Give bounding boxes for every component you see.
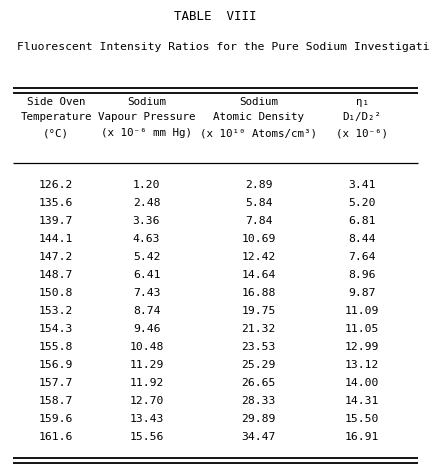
Text: 153.2: 153.2 [39,306,73,316]
Text: 34.47: 34.47 [241,432,275,442]
Text: 14.64: 14.64 [241,270,275,280]
Text: 12.42: 12.42 [241,252,275,262]
Text: 8.44: 8.44 [347,234,375,244]
Text: 16.88: 16.88 [241,288,275,298]
Text: (x 10⁻⁶ mm Hg): (x 10⁻⁶ mm Hg) [101,128,192,138]
Text: 135.6: 135.6 [39,198,73,208]
Text: 28.33: 28.33 [241,396,275,406]
Text: 13.43: 13.43 [129,414,163,424]
Text: 12.99: 12.99 [344,342,378,352]
Text: 10.48: 10.48 [129,342,163,352]
Text: (x 10¹⁰ Atoms/cm³): (x 10¹⁰ Atoms/cm³) [200,128,316,138]
Text: 155.8: 155.8 [39,342,73,352]
Text: 26.65: 26.65 [241,378,275,388]
Text: 5.84: 5.84 [244,198,272,208]
Text: 157.7: 157.7 [39,378,73,388]
Text: Atomic Density: Atomic Density [212,112,304,122]
Text: 16.91: 16.91 [344,432,378,442]
Text: Side Oven: Side Oven [27,97,85,107]
Text: 11.05: 11.05 [344,324,378,334]
Text: 4.63: 4.63 [132,234,160,244]
Text: Sodium: Sodium [127,97,166,107]
Text: 19.75: 19.75 [241,306,275,316]
Text: Sodium: Sodium [239,97,277,107]
Text: 12.70: 12.70 [129,396,163,406]
Text: (x 10⁻⁶): (x 10⁻⁶) [335,128,387,138]
Text: 6.81: 6.81 [347,216,375,226]
Text: 161.6: 161.6 [39,432,73,442]
Text: 8.96: 8.96 [347,270,375,280]
Text: 5.42: 5.42 [132,252,160,262]
Text: (°C): (°C) [43,128,69,138]
Text: 3.41: 3.41 [347,180,375,190]
Text: 9.46: 9.46 [132,324,160,334]
Text: 147.2: 147.2 [39,252,73,262]
Text: 139.7: 139.7 [39,216,73,226]
Text: 14.31: 14.31 [344,396,378,406]
Text: 5.20: 5.20 [347,198,375,208]
Text: 2.48: 2.48 [132,198,160,208]
Text: 2.89: 2.89 [244,180,272,190]
Text: 6.41: 6.41 [132,270,160,280]
Text: 11.92: 11.92 [129,378,163,388]
Text: Fluorescent Intensity Ratios for the Pure Sodium Investigation: Fluorescent Intensity Ratios for the Pur… [17,42,430,52]
Text: 21.32: 21.32 [241,324,275,334]
Text: 150.8: 150.8 [39,288,73,298]
Text: 156.9: 156.9 [39,360,73,370]
Text: 15.56: 15.56 [129,432,163,442]
Text: Vapour Pressure: Vapour Pressure [98,112,195,122]
Text: D₁/D₂²: D₁/D₂² [342,112,381,122]
Text: η₁: η₁ [355,97,368,107]
Text: TABLE  VIII: TABLE VIII [174,10,256,23]
Text: 159.6: 159.6 [39,414,73,424]
Text: 148.7: 148.7 [39,270,73,280]
Text: 7.43: 7.43 [132,288,160,298]
Text: 10.69: 10.69 [241,234,275,244]
Text: 8.74: 8.74 [132,306,160,316]
Text: 23.53: 23.53 [241,342,275,352]
Text: 154.3: 154.3 [39,324,73,334]
Text: 158.7: 158.7 [39,396,73,406]
Text: Temperature: Temperature [20,112,92,122]
Text: 7.84: 7.84 [244,216,272,226]
Text: 1.20: 1.20 [132,180,160,190]
Text: 144.1: 144.1 [39,234,73,244]
Text: 7.64: 7.64 [347,252,375,262]
Text: 3.36: 3.36 [132,216,160,226]
Text: 25.29: 25.29 [241,360,275,370]
Text: 29.89: 29.89 [241,414,275,424]
Text: 14.00: 14.00 [344,378,378,388]
Text: 9.87: 9.87 [347,288,375,298]
Text: 13.12: 13.12 [344,360,378,370]
Text: 11.09: 11.09 [344,306,378,316]
Text: 15.50: 15.50 [344,414,378,424]
Text: 11.29: 11.29 [129,360,163,370]
Text: 126.2: 126.2 [39,180,73,190]
